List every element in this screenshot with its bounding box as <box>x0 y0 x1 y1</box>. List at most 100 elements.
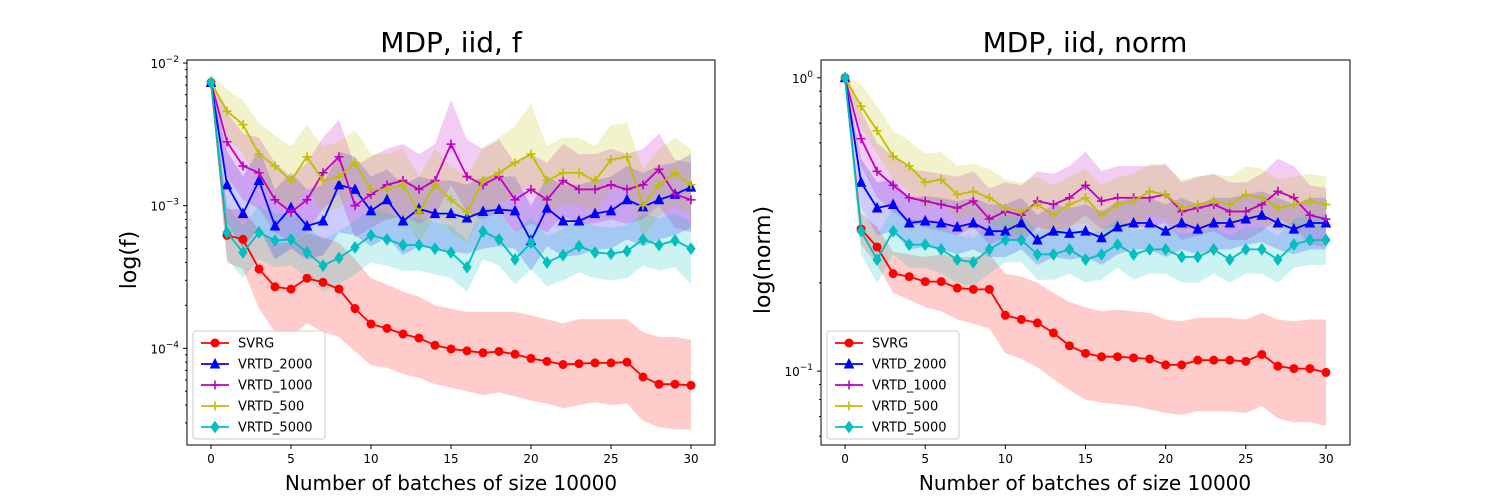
legend-label-svrg: SVRG <box>872 337 908 352</box>
point-vrtd-500 <box>1048 210 1058 220</box>
point-vrtd-500 <box>1064 199 1074 209</box>
band-vrtd-500 <box>211 73 691 243</box>
x-tick-label: 25 <box>1238 452 1253 466</box>
point-vrtd-2000 <box>605 204 617 216</box>
point-svrg <box>1113 352 1123 362</box>
point-vrtd-2000 <box>301 219 313 231</box>
point-vrtd-2000 <box>1160 225 1171 236</box>
point-vrtd-1000 <box>222 137 232 147</box>
point-vrtd-5000 <box>462 260 472 274</box>
point-vrtd-5000 <box>606 247 616 261</box>
point-vrtd-5000 <box>1289 238 1299 251</box>
point-svrg <box>1177 360 1187 370</box>
point-vrtd-2000 <box>855 176 867 187</box>
point-vrtd-5000 <box>254 226 264 239</box>
point-vrtd-5000 <box>638 233 648 246</box>
point-vrtd-5000 <box>1161 243 1171 256</box>
point-vrtd-1000 <box>686 195 696 205</box>
x-tick-label: 25 <box>603 452 618 466</box>
band-vrtd-2000 <box>211 78 691 271</box>
point-vrtd-500 <box>984 193 994 203</box>
point-vrtd-500 <box>318 176 328 186</box>
point-vrtd-2000 <box>1128 216 1139 228</box>
point-vrtd-5000 <box>222 226 232 239</box>
point-svrg <box>286 284 296 294</box>
point-vrtd-500 <box>654 180 664 190</box>
point-vrtd-500 <box>1289 199 1299 209</box>
point-svrg <box>510 349 520 359</box>
point-vrtd-2000 <box>984 225 995 236</box>
point-vrtd-5000 <box>1257 243 1267 256</box>
point-vrtd-500 <box>302 152 312 162</box>
point-vrtd-500 <box>478 176 488 186</box>
point-vrtd-5000 <box>574 239 584 253</box>
x-tick-label: 10 <box>363 452 378 466</box>
point-vrtd-5000 <box>968 255 978 269</box>
band-vrtd-500 <box>845 75 1326 240</box>
point-svrg <box>1145 354 1155 364</box>
point-vrtd-5000 <box>1225 253 1235 266</box>
point-vrtd-500 <box>1000 203 1010 213</box>
point-vrtd-5000 <box>936 243 946 256</box>
point-vrtd-5000 <box>1064 243 1075 256</box>
point-svrg <box>494 346 504 356</box>
point-vrtd-2000 <box>477 205 489 217</box>
legend-marker-vrtd-5000 <box>210 420 220 434</box>
point-svrg <box>968 284 978 294</box>
point-svrg <box>1257 349 1267 359</box>
band-svrg <box>211 78 691 430</box>
point-vrtd-5000 <box>510 253 520 266</box>
point-vrtd-5000 <box>270 234 280 247</box>
point-vrtd-500 <box>350 158 360 168</box>
legend-marker-svrg <box>844 338 854 348</box>
point-vrtd-500 <box>414 207 424 217</box>
point-vrtd-2000 <box>1288 222 1300 234</box>
point-vrtd-5000 <box>1128 248 1139 261</box>
point-vrtd-500 <box>1225 199 1235 209</box>
point-vrtd-5000 <box>1273 253 1283 266</box>
point-vrtd-1000 <box>622 184 632 194</box>
band-vrtd-2000 <box>845 75 1326 265</box>
x-tick-label: 20 <box>1158 452 1173 466</box>
x-tick-label: 0 <box>841 452 849 466</box>
point-svrg <box>318 277 328 287</box>
y-axis-ticks: 10−4 10−3 10−2 <box>150 55 187 424</box>
legend: SVRG VRTD_2000 VRTD_1000 VRTD_500 VRTD_5000 <box>192 330 326 440</box>
point-svrg <box>574 359 584 369</box>
point-vrtd-5000 <box>478 225 488 238</box>
point-svrg <box>302 273 312 283</box>
y-axis-label: log(f) <box>117 231 142 289</box>
point-vrtd-2000 <box>317 214 329 226</box>
point-svrg <box>1193 355 1203 365</box>
point-vrtd-500 <box>872 126 882 136</box>
point-svrg <box>1032 318 1042 328</box>
point-vrtd-2000 <box>1032 233 1043 245</box>
legend-label-vrtd-500: VRTD_500 <box>872 400 938 415</box>
point-vrtd-1000 <box>574 184 584 194</box>
point-vrtd-5000 <box>366 228 376 242</box>
point-vrtd-2000 <box>541 202 553 213</box>
point-vrtd-5000 <box>526 236 536 250</box>
point-vrtd-5000 <box>1321 233 1331 247</box>
point-vrtd-1000 <box>920 196 930 206</box>
point-vrtd-5000 <box>430 242 440 255</box>
point-svrg <box>1081 348 1090 358</box>
x-tick-label: 15 <box>443 452 458 466</box>
point-vrtd-500 <box>510 158 520 168</box>
point-vrtd-2000 <box>509 204 521 216</box>
point-vrtd-1000 <box>542 195 552 205</box>
point-vrtd-500 <box>558 168 568 178</box>
point-vrtd-500 <box>1129 196 1139 206</box>
point-vrtd-500 <box>446 195 456 205</box>
point-vrtd-5000 <box>1032 248 1043 261</box>
point-vrtd-2000 <box>1208 216 1220 228</box>
point-vrtd-5000 <box>414 238 424 252</box>
legend-label-vrtd-500: VRTD_500 <box>238 400 304 415</box>
point-vrtd-5000 <box>670 234 680 247</box>
point-svrg <box>920 277 930 287</box>
point-vrtd-2000 <box>1112 220 1123 232</box>
point-vrtd-500 <box>334 172 344 182</box>
point-vrtd-500 <box>1321 199 1331 209</box>
point-vrtd-5000 <box>542 256 552 269</box>
point-vrtd-1000 <box>270 195 280 205</box>
